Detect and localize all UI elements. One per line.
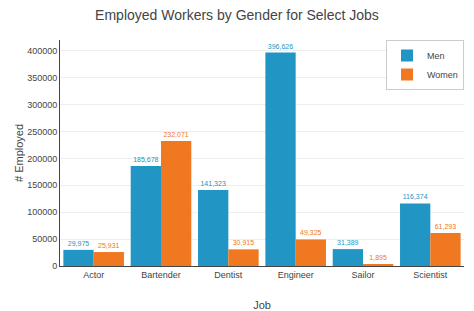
svg-text:350000: 350000 [27, 73, 57, 83]
svg-text:# Employed: # Employed [13, 124, 25, 182]
svg-text:Dentist: Dentist [214, 270, 243, 280]
svg-text:Bartender: Bartender [141, 270, 181, 280]
svg-text:185,678: 185,678 [133, 156, 158, 163]
svg-text:Actor: Actor [83, 270, 104, 280]
svg-text:116,374: 116,374 [403, 193, 428, 200]
svg-text:Scientist: Scientist [413, 270, 448, 280]
svg-text:396,626: 396,626 [268, 43, 293, 50]
svg-text:Engineer: Engineer [278, 270, 314, 280]
svg-text:Employed Workers by Gender for: Employed Workers by Gender for Select Jo… [95, 7, 379, 23]
svg-text:300000: 300000 [27, 100, 57, 110]
svg-text:29,975: 29,975 [68, 240, 90, 247]
svg-text:Sailor: Sailor [351, 270, 374, 280]
svg-text:Women: Women [427, 70, 458, 80]
svg-text:0: 0 [52, 261, 57, 271]
svg-text:31,389: 31,389 [337, 239, 359, 246]
svg-text:232,071: 232,071 [163, 131, 188, 138]
svg-text:250000: 250000 [27, 127, 57, 137]
svg-text:Job: Job [253, 299, 271, 311]
svg-text:Men: Men [427, 51, 445, 61]
svg-text:25,931: 25,931 [98, 242, 120, 249]
svg-text:400000: 400000 [27, 46, 57, 56]
svg-text:1,895: 1,895 [369, 254, 387, 261]
svg-text:100000: 100000 [27, 207, 57, 217]
svg-text:61,293: 61,293 [435, 223, 457, 230]
svg-text:49,325: 49,325 [300, 229, 322, 236]
svg-text:141,323: 141,323 [200, 180, 225, 187]
svg-text:200000: 200000 [27, 154, 57, 164]
svg-text:50000: 50000 [32, 234, 57, 244]
svg-text:150000: 150000 [27, 180, 57, 190]
svg-text:30,915: 30,915 [233, 239, 255, 246]
